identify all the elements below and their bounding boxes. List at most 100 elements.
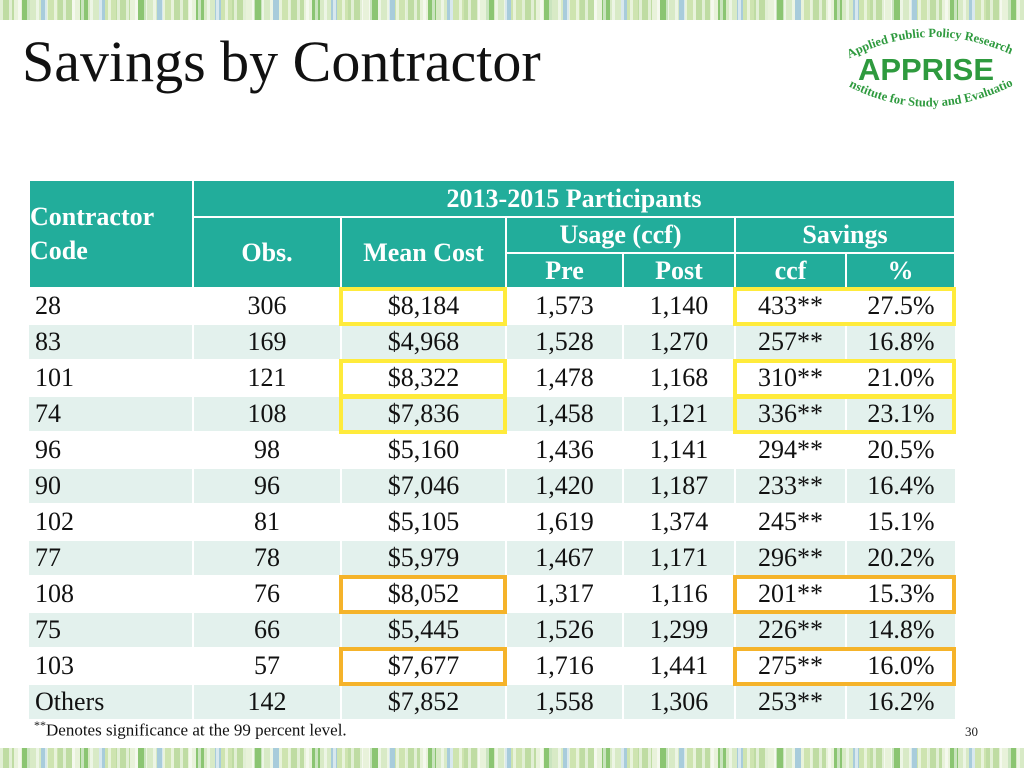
cell-usage-post: 1,141: [623, 431, 736, 468]
cell-savings-pct: 16.2%: [846, 683, 955, 719]
slide-title: Savings by Contractor: [22, 29, 541, 94]
cell-usage-post: 1,270: [623, 323, 736, 360]
logo-name: APPRISE: [858, 52, 994, 87]
cell-savings-pct: 16.0%: [846, 647, 955, 684]
table-row: 77 78 $5,979 1,467 1,171 296** 20.2%: [29, 539, 955, 576]
cell-savings-pct: 20.2%: [846, 539, 955, 576]
cell-savings-pct: 16.8%: [846, 323, 955, 360]
savings-table: Contractor Code 2013-2015 Participants O…: [28, 179, 956, 719]
cell-obs: 78: [193, 539, 342, 576]
header-obs: Obs.: [192, 216, 342, 289]
cell-usage-post: 1,299: [623, 611, 736, 648]
cell-usage-pre: 1,526: [506, 611, 624, 648]
cell-mean-cost: $5,979: [341, 539, 507, 576]
header-usage: Usage (ccf): [505, 216, 736, 254]
table-row: Others 142 $7,852 1,558 1,306 253** 16.2%: [29, 683, 955, 719]
header-mean-cost: Mean Cost: [340, 216, 507, 289]
table-row: 102 81 $5,105 1,619 1,374 245** 15.1%: [29, 503, 955, 540]
cell-usage-post: 1,171: [623, 539, 736, 576]
cell-savings-pct: 15.3%: [846, 575, 955, 612]
cell-obs: 98: [193, 431, 342, 468]
cell-obs: 306: [193, 287, 342, 324]
table-row: 108 76 $8,052 1,317 1,116 201** 15.3%: [29, 575, 955, 612]
cell-contractor-code: 96: [29, 431, 194, 468]
cell-mean-cost: $8,052: [341, 575, 507, 612]
cell-savings-ccf: 233**: [735, 467, 847, 504]
cell-savings-pct: 20.5%: [846, 431, 955, 468]
table-row: 28 306 $8,184 1,573 1,140 433** 27.5%: [29, 287, 955, 324]
cell-savings-ccf: 296**: [735, 539, 847, 576]
table-row: 103 57 $7,677 1,716 1,441 275** 16.0%: [29, 647, 955, 684]
cell-obs: 57: [193, 647, 342, 684]
cell-contractor-code: 83: [29, 323, 194, 360]
cell-usage-post: 1,140: [623, 287, 736, 324]
cell-savings-ccf: 257**: [735, 323, 847, 360]
header-savings: Savings: [734, 216, 956, 254]
cell-obs: 108: [193, 395, 342, 432]
cell-contractor-code: 28: [29, 287, 194, 324]
cell-mean-cost: $5,445: [341, 611, 507, 648]
header-savings-pct: %: [845, 252, 956, 289]
table-row: 90 96 $7,046 1,420 1,187 233** 16.4%: [29, 467, 955, 504]
cell-usage-pre: 1,558: [506, 683, 624, 719]
cell-usage-pre: 1,528: [506, 323, 624, 360]
cell-savings-ccf: 310**: [735, 359, 847, 396]
cell-savings-ccf: 294**: [735, 431, 847, 468]
cell-savings-ccf: 253**: [735, 683, 847, 719]
cell-obs: 169: [193, 323, 342, 360]
cell-savings-pct: 14.8%: [846, 611, 955, 648]
cell-usage-post: 1,187: [623, 467, 736, 504]
cell-mean-cost: $8,184: [341, 287, 507, 324]
cell-obs: 81: [193, 503, 342, 540]
cell-savings-ccf: 275**: [735, 647, 847, 684]
table-body: 28 306 $8,184 1,573 1,140 433** 27.5% 83 169 $4,9…: [29, 287, 955, 719]
cell-contractor-code: 101: [29, 359, 194, 396]
cell-savings-ccf: 201**: [735, 575, 847, 612]
cell-usage-post: 1,306: [623, 683, 736, 719]
cell-usage-pre: 1,317: [506, 575, 624, 612]
cell-savings-pct: 27.5%: [846, 287, 955, 324]
table-row: 74 108 $7,836 1,458 1,121 336** 23.1%: [29, 395, 955, 432]
decorative-bottom-border: [0, 748, 1024, 768]
cell-usage-post: 1,116: [623, 575, 736, 612]
cell-usage-pre: 1,420: [506, 467, 624, 504]
footnote: **Denotes significance at the 99 percent…: [34, 718, 347, 741]
cell-contractor-code: 75: [29, 611, 194, 648]
cell-usage-pre: 1,573: [506, 287, 624, 324]
cell-contractor-code: Others: [29, 683, 194, 719]
cell-usage-pre: 1,467: [506, 539, 624, 576]
cell-savings-pct: 16.4%: [846, 467, 955, 504]
cell-obs: 76: [193, 575, 342, 612]
cell-contractor-code: 108: [29, 575, 194, 612]
cell-savings-ccf: 433**: [735, 287, 847, 324]
cell-usage-pre: 1,458: [506, 395, 624, 432]
cell-savings-ccf: 336**: [735, 395, 847, 432]
cell-savings-pct: 23.1%: [846, 395, 955, 432]
cell-contractor-code: 90: [29, 467, 194, 504]
cell-contractor-code: 102: [29, 503, 194, 540]
cell-obs: 96: [193, 467, 342, 504]
cell-mean-cost: $5,160: [341, 431, 507, 468]
cell-usage-post: 1,121: [623, 395, 736, 432]
cell-mean-cost: $5,105: [341, 503, 507, 540]
cell-mean-cost: $7,046: [341, 467, 507, 504]
header-contractor-code: Contractor Code: [28, 179, 194, 289]
cell-obs: 121: [193, 359, 342, 396]
cell-mean-cost: $7,852: [341, 683, 507, 719]
cell-mean-cost: $7,836: [341, 395, 507, 432]
header-savings-ccf: ccf: [734, 252, 847, 289]
cell-usage-pre: 1,478: [506, 359, 624, 396]
cell-savings-ccf: 245**: [735, 503, 847, 540]
cell-mean-cost: $8,322: [341, 359, 507, 396]
footnote-marker: **: [34, 718, 46, 732]
cell-usage-pre: 1,716: [506, 647, 624, 684]
cell-contractor-code: 77: [29, 539, 194, 576]
cell-savings-pct: 15.1%: [846, 503, 955, 540]
cell-obs: 66: [193, 611, 342, 648]
cell-usage-pre: 1,436: [506, 431, 624, 468]
header-participants-group: 2013-2015 Participants: [192, 179, 956, 218]
table-row: 75 66 $5,445 1,526 1,299 226** 14.8%: [29, 611, 955, 648]
cell-savings-pct: 21.0%: [846, 359, 955, 396]
slide-number: 30: [965, 724, 978, 739]
cell-usage-post: 1,168: [623, 359, 736, 396]
